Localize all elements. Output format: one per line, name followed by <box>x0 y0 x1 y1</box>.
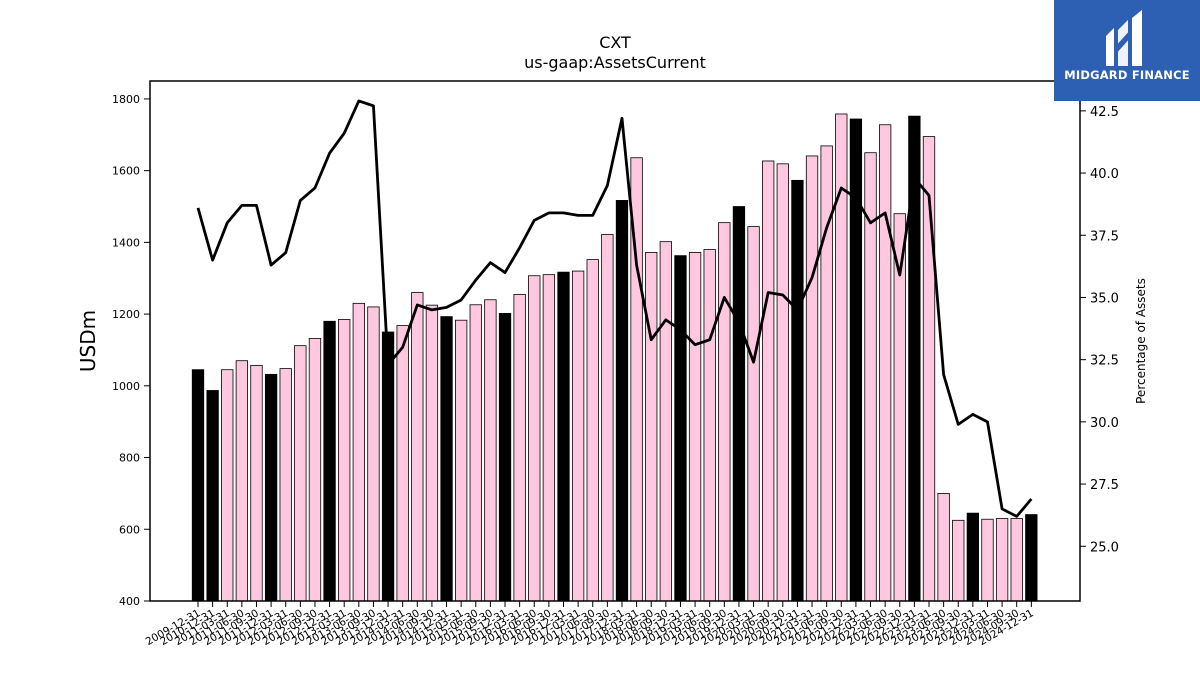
bar-2011-06-30 <box>235 360 249 602</box>
bar-series <box>191 113 1038 602</box>
y-axis-label: USDm <box>76 310 100 372</box>
bar-2011-12-31 <box>264 373 278 602</box>
bar-2017-09-30 <box>601 234 614 602</box>
bar-2012-09-30 <box>308 338 322 602</box>
y2-tick-label: 25.0 <box>1090 540 1119 555</box>
bar-2014-12-31 <box>440 316 453 602</box>
y-tick-label: 1000 <box>112 380 140 393</box>
bar-2022-12-31 <box>908 115 921 602</box>
bar-2020-06-30 <box>762 160 775 602</box>
bar-2024-06-30 <box>995 518 1009 602</box>
bar-2021-12-31 <box>849 118 863 602</box>
y2-tick-label: 37.5 <box>1090 229 1119 244</box>
bar-2023-06-30 <box>937 493 950 602</box>
y-axis-left: 400 600 800 1000 1200 1400 1600 1800 <box>112 93 150 608</box>
bar-2013-06-30 <box>352 302 365 602</box>
bar-2024-12-31 <box>1025 514 1038 602</box>
bar-2010-12-31 <box>206 390 219 602</box>
chart-subtitle: us-gaap:AssetsCurrent <box>524 53 706 72</box>
bar-2023-12-31 <box>966 512 980 602</box>
x-axis: 2009-12-312010-12-312011-03-312011-06-30… <box>144 601 1036 648</box>
bar-2015-09-30 <box>484 299 497 602</box>
bar-2018-09-30 <box>659 241 672 602</box>
bar-2011-03-31 <box>221 369 234 602</box>
y2-tick-label: 40.0 <box>1090 167 1119 182</box>
bar-2015-03-31 <box>455 319 468 602</box>
bar-2017-03-31 <box>571 270 585 602</box>
chart-title: CXT <box>599 33 631 52</box>
bar-2016-06-30 <box>528 275 541 602</box>
brand-logo: MIDGARD FINANCE <box>1054 0 1200 101</box>
bar-2013-12-31 <box>381 331 395 602</box>
brand-name: MIDGARD FINANCE <box>1064 68 1190 82</box>
bar-2017-12-31 <box>615 200 629 602</box>
bar-2019-12-31 <box>732 206 746 602</box>
y2-tick-label: 27.5 <box>1090 478 1119 493</box>
bar-2018-12-31 <box>674 255 687 602</box>
bar-2013-03-31 <box>338 319 351 602</box>
plot-frame <box>149 80 1081 602</box>
y-tick-label: 1200 <box>112 308 140 321</box>
y-tick-label: 400 <box>119 595 140 608</box>
bar-2018-06-30 <box>645 252 658 602</box>
bar-2019-09-30 <box>718 222 731 602</box>
bar-2019-03-31 <box>688 252 702 602</box>
bar-2012-03-31 <box>279 368 292 602</box>
bar-2020-12-31 <box>791 179 804 602</box>
percentage-line <box>196 99 1033 518</box>
bar-2019-06-30 <box>703 249 716 602</box>
y-tick-label: 1400 <box>112 236 140 249</box>
y2-tick-label: 30.0 <box>1090 416 1119 431</box>
y-axis-right: 25.0 27.5 30.0 32.5 35.0 37.5 40.0 42.5 <box>1080 105 1119 555</box>
midgard-logo-icon <box>1106 10 1142 66</box>
bar-2021-03-31 <box>805 155 819 602</box>
y2-tick-label: 35.0 <box>1090 291 1119 306</box>
bar-2014-09-30 <box>425 304 439 602</box>
y-tick-label: 1600 <box>112 165 140 178</box>
bar-2013-09-30 <box>367 306 380 602</box>
bar-2017-06-30 <box>586 259 599 602</box>
bar-2024-09-30 <box>1010 518 1023 602</box>
bar-2015-06-30 <box>469 304 482 602</box>
bar-2012-12-31 <box>323 320 336 602</box>
bar-2023-09-30 <box>952 519 965 602</box>
y-tick-label: 1800 <box>112 93 140 106</box>
bar-2022-06-30 <box>878 124 892 602</box>
y2-axis-label: Percentage of Assets <box>1134 278 1148 404</box>
y2-tick-label: 42.5 <box>1090 105 1119 120</box>
bar-2020-09-30 <box>776 163 789 602</box>
bar-2014-06-30 <box>411 292 424 602</box>
bar-2024-03-31 <box>981 518 994 602</box>
bar-2016-12-31 <box>557 271 570 602</box>
y-tick-label: 800 <box>119 452 140 465</box>
y2-tick-label: 32.5 <box>1090 354 1119 369</box>
bar-2015-12-31 <box>498 312 512 602</box>
bar-2020-03-31 <box>747 226 760 602</box>
bar-2014-03-31 <box>396 325 409 602</box>
bar-2011-09-30 <box>250 364 263 602</box>
bar-2009-12-31 <box>191 369 205 602</box>
bar-2012-06-30 <box>294 345 307 602</box>
bar-2016-09-30 <box>542 274 556 602</box>
y-tick-label: 600 <box>119 523 140 536</box>
bar-2016-03-31 <box>513 293 526 602</box>
